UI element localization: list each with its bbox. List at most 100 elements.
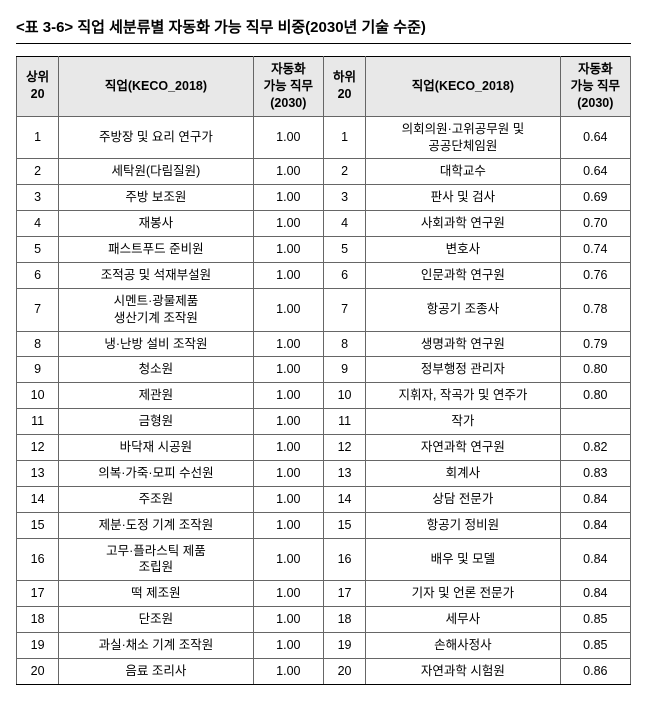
job-left-cell: 주방장 및 요리 연구가 [59, 116, 254, 159]
rank-top-cell: 19 [17, 633, 59, 659]
job-left-cell: 시멘트·광물제품생산기계 조작원 [59, 288, 254, 331]
val-right-cell: 0.80 [560, 383, 630, 409]
job-left-cell: 주방 보조원 [59, 185, 254, 211]
val-right-cell: 0.79 [560, 331, 630, 357]
job-right-cell: 변호사 [366, 237, 561, 263]
job-right-cell: 상담 전문가 [366, 486, 561, 512]
val-right-cell: 0.82 [560, 435, 630, 461]
col-header-val-right: 자동화가능 직무(2030) [560, 57, 630, 117]
rank-bottom-cell: 18 [323, 607, 365, 633]
val-left-cell: 1.00 [253, 607, 323, 633]
rank-bottom-cell: 11 [323, 409, 365, 435]
val-right-cell: 0.64 [560, 159, 630, 185]
table-row: 3주방 보조원1.003판사 및 검사0.69 [17, 185, 631, 211]
job-right-cell: 사회과학 연구원 [366, 211, 561, 237]
val-left-cell: 1.00 [253, 262, 323, 288]
job-right-cell: 세무사 [366, 607, 561, 633]
rank-top-cell: 14 [17, 486, 59, 512]
table-row: 17떡 제조원1.0017기자 및 언론 전문가0.84 [17, 581, 631, 607]
rank-bottom-cell: 7 [323, 288, 365, 331]
val-left-cell: 1.00 [253, 581, 323, 607]
job-left-cell: 재봉사 [59, 211, 254, 237]
job-right-cell: 정부행정 관리자 [366, 357, 561, 383]
table-row: 13의복·가죽·모피 수선원1.0013회계사0.83 [17, 460, 631, 486]
table-row: 12바닥재 시공원1.0012자연과학 연구원0.82 [17, 435, 631, 461]
job-left-cell: 과실·채소 기계 조작원 [59, 633, 254, 659]
rank-top-cell: 10 [17, 383, 59, 409]
job-right-cell: 항공기 정비원 [366, 512, 561, 538]
job-left-cell: 주조원 [59, 486, 254, 512]
val-left-cell: 1.00 [253, 116, 323, 159]
val-left-cell: 1.00 [253, 288, 323, 331]
job-right-cell: 기자 및 언론 전문가 [366, 581, 561, 607]
table-row: 15제분·도정 기계 조작원1.0015항공기 정비원0.84 [17, 512, 631, 538]
val-right-cell: 0.85 [560, 633, 630, 659]
table-row: 5패스트푸드 준비원1.005변호사0.74 [17, 237, 631, 263]
rank-bottom-cell: 2 [323, 159, 365, 185]
job-left-cell: 제관원 [59, 383, 254, 409]
rank-top-cell: 7 [17, 288, 59, 331]
val-left-cell: 1.00 [253, 357, 323, 383]
val-right-cell: 0.85 [560, 607, 630, 633]
rank-bottom-cell: 16 [323, 538, 365, 581]
col-header-rank-bottom: 하위20 [323, 57, 365, 117]
job-right-cell: 인문과학 연구원 [366, 262, 561, 288]
table-row: 19과실·채소 기계 조작원1.0019손해사정사0.85 [17, 633, 631, 659]
val-left-cell: 1.00 [253, 185, 323, 211]
job-left-cell: 제분·도정 기계 조작원 [59, 512, 254, 538]
val-left-cell: 1.00 [253, 512, 323, 538]
val-left-cell: 1.00 [253, 435, 323, 461]
table-row: 2세탁원(다림질원)1.002대학교수0.64 [17, 159, 631, 185]
job-right-cell: 손해사정사 [366, 633, 561, 659]
rank-bottom-cell: 20 [323, 658, 365, 684]
val-right-cell: 0.78 [560, 288, 630, 331]
job-right-cell: 판사 및 검사 [366, 185, 561, 211]
rank-top-cell: 4 [17, 211, 59, 237]
table-row: 6조적공 및 석재부설원1.006인문과학 연구원0.76 [17, 262, 631, 288]
table-row: 18단조원1.0018세무사0.85 [17, 607, 631, 633]
rank-bottom-cell: 10 [323, 383, 365, 409]
rank-bottom-cell: 17 [323, 581, 365, 607]
val-right-cell: 0.74 [560, 237, 630, 263]
val-left-cell: 1.00 [253, 486, 323, 512]
job-left-cell: 단조원 [59, 607, 254, 633]
job-left-cell: 금형원 [59, 409, 254, 435]
col-header-rank-top: 상위20 [17, 57, 59, 117]
job-left-cell: 떡 제조원 [59, 581, 254, 607]
job-left-cell: 음료 조리사 [59, 658, 254, 684]
table-row: 16고무·플라스틱 제품조립원1.0016배우 및 모델0.84 [17, 538, 631, 581]
job-left-cell: 조적공 및 석재부설원 [59, 262, 254, 288]
rank-bottom-cell: 12 [323, 435, 365, 461]
rank-bottom-cell: 8 [323, 331, 365, 357]
val-left-cell: 1.00 [253, 159, 323, 185]
val-right-cell: 0.84 [560, 581, 630, 607]
table-row: 11금형원1.0011작가 [17, 409, 631, 435]
val-left-cell: 1.00 [253, 211, 323, 237]
val-left-cell: 1.00 [253, 633, 323, 659]
job-right-cell: 자연과학 시험원 [366, 658, 561, 684]
rank-bottom-cell: 15 [323, 512, 365, 538]
val-left-cell: 1.00 [253, 237, 323, 263]
val-right-cell: 0.84 [560, 512, 630, 538]
job-right-cell: 대학교수 [366, 159, 561, 185]
rank-bottom-cell: 6 [323, 262, 365, 288]
automation-table: 상위20 직업(KECO_2018) 자동화가능 직무(2030) 하위20 직… [16, 56, 631, 685]
table-row: 7시멘트·광물제품생산기계 조작원1.007항공기 조종사0.78 [17, 288, 631, 331]
rank-top-cell: 17 [17, 581, 59, 607]
job-right-cell: 지휘자, 작곡가 및 연주가 [366, 383, 561, 409]
rank-top-cell: 1 [17, 116, 59, 159]
rank-bottom-cell: 19 [323, 633, 365, 659]
rank-top-cell: 8 [17, 331, 59, 357]
val-right-cell: 0.84 [560, 538, 630, 581]
val-right-cell: 0.64 [560, 116, 630, 159]
job-left-cell: 청소원 [59, 357, 254, 383]
table-row: 4재봉사1.004사회과학 연구원0.70 [17, 211, 631, 237]
table-row: 8냉·난방 설비 조작원1.008생명과학 연구원0.79 [17, 331, 631, 357]
rank-top-cell: 12 [17, 435, 59, 461]
table-row: 10제관원1.0010지휘자, 작곡가 및 연주가0.80 [17, 383, 631, 409]
table-row: 9청소원1.009정부행정 관리자0.80 [17, 357, 631, 383]
job-left-cell: 고무·플라스틱 제품조립원 [59, 538, 254, 581]
job-right-cell: 항공기 조종사 [366, 288, 561, 331]
table-row: 1주방장 및 요리 연구가1.001의회의원·고위공무원 및공공단체임원0.64 [17, 116, 631, 159]
col-header-val-left: 자동화가능 직무(2030) [253, 57, 323, 117]
